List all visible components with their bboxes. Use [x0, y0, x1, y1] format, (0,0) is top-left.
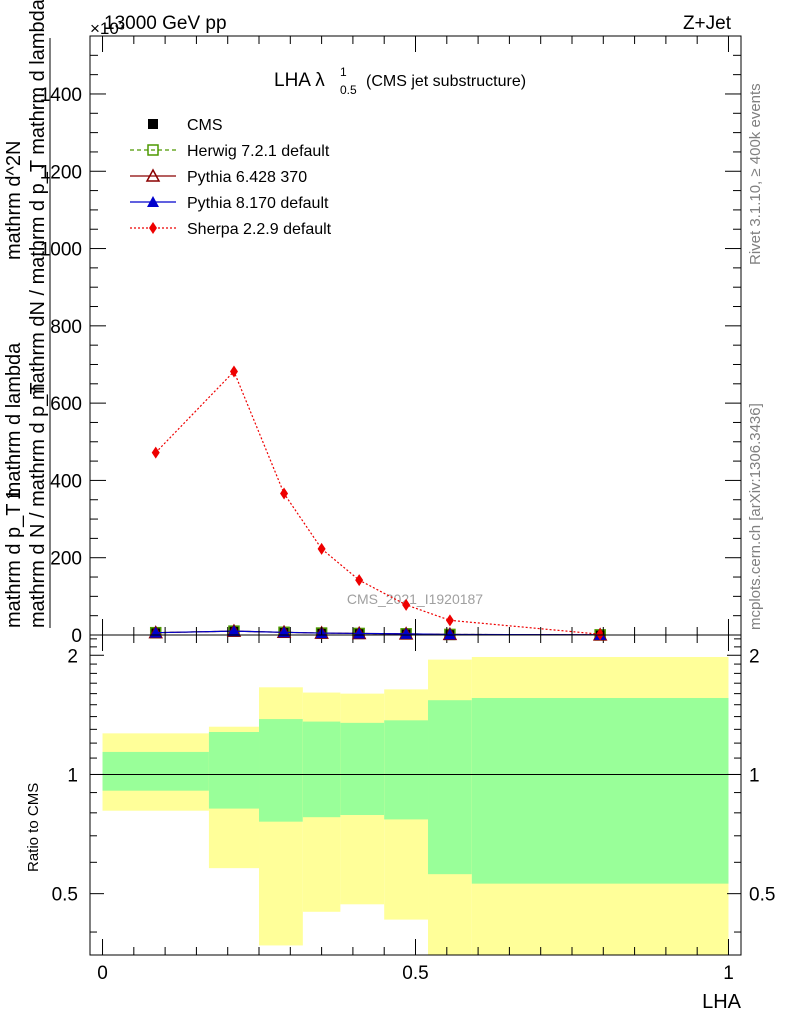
title-main: LHA λ	[274, 70, 325, 91]
ratio-ytick-label: 1	[67, 765, 78, 786]
ylabel-numerator: mathrm dN / mathrm d p_T mathrm d lambda	[27, 0, 49, 400]
ratio-ytick-label-right: 1	[749, 765, 760, 786]
main-ytick-label: 800	[50, 317, 82, 338]
ratio-inner-band	[102, 751, 209, 791]
series-line	[155, 370, 601, 635]
legend-entry: Pythia 6.428 370	[130, 168, 307, 186]
legend-label: Sherpa 2.2.9 default	[187, 221, 332, 238]
ylabel-numerator-top: mathrm d^2N	[3, 141, 25, 260]
chart-title: LHA λ 1 0.5 (CMS jet substructure)	[274, 65, 526, 97]
data-point	[229, 365, 238, 378]
legend-marker	[145, 168, 161, 182]
legend-marker	[148, 119, 158, 129]
data-point	[402, 598, 411, 611]
header-exponent: ×10³	[90, 19, 125, 38]
main-ytick-label: 600	[50, 394, 82, 415]
data-point	[280, 487, 289, 500]
side-mcplots: mcplots.cern.ch [arXiv:1306.3436]	[747, 403, 764, 630]
watermark: CMS_2021_I1920187	[347, 591, 483, 607]
series-layer	[148, 365, 608, 641]
legend-entry: Sherpa 2.2.9 default	[130, 221, 332, 238]
ratio-inner-band	[302, 721, 341, 818]
data-point	[445, 614, 454, 627]
series-3	[149, 625, 607, 640]
main-ylabel: 1 mathrm d^2N mathrm dN / mathrm d p_T m…	[3, 0, 51, 628]
xtick-label: 1	[723, 963, 734, 984]
main-ytick-label: 1400	[40, 85, 82, 106]
main-ytick-label: 0	[71, 626, 82, 647]
ratio-inner-band	[259, 719, 303, 822]
data-point	[317, 542, 326, 555]
ratio-inner-band	[428, 700, 472, 875]
series-line	[155, 630, 601, 636]
x-axis-label: LHA	[702, 991, 742, 1013]
ratio-ytick-label: 2	[67, 646, 78, 667]
main-ytick-label: 1000	[40, 240, 82, 261]
main-axes: 0 200 400 600 800 1000 1200 1400	[40, 35, 742, 647]
legend-label: Herwig 7.2.1 default	[187, 143, 330, 160]
data-point	[227, 625, 240, 637]
side-rivet: Rivet 3.1.10, ≥ 400k events	[747, 83, 764, 265]
header-energy: 13000 GeV pp	[104, 13, 227, 34]
ratio-ytick-label-right: 2	[749, 646, 760, 667]
ratio-ytick-label-right: 0.5	[749, 885, 775, 906]
ratio-inner-band	[208, 732, 260, 809]
legend: CMS Herwig 7.2.1 default Pythia 6.428 370 P…	[130, 117, 332, 238]
xtick-label: 0.5	[402, 963, 428, 984]
legend-label: Pythia 8.170 default	[187, 195, 329, 212]
main-ytick-label: 200	[50, 549, 82, 570]
data-point	[355, 574, 364, 587]
main-ytick-label: 400	[50, 471, 82, 492]
series-4	[151, 365, 605, 641]
data-point	[443, 628, 456, 640]
legend-label: CMS	[187, 117, 223, 134]
ylabel-denominator: mathrm d N / mathrm d p_T	[27, 382, 49, 628]
xtick-label: 0	[97, 963, 108, 984]
title-sup: 1	[340, 65, 347, 79]
data-point	[353, 627, 366, 639]
legend-entry: CMS	[148, 117, 223, 134]
ratio-inner-band	[471, 697, 729, 884]
legend-entry: Herwig 7.2.1 default	[130, 143, 330, 160]
title-note: (CMS jet substructure)	[366, 73, 526, 90]
ratio-inner-band	[340, 722, 385, 815]
data-point	[151, 446, 160, 459]
legend-entry: Pythia 8.170 default	[130, 195, 329, 212]
ratio-ylabel: Ratio to CMS	[25, 783, 42, 872]
series-2	[148, 623, 608, 641]
ylabel-one: 1	[3, 489, 25, 500]
legend-marker	[147, 144, 159, 156]
ratio-inner-band	[384, 720, 429, 820]
data-point	[400, 627, 413, 639]
legend-label: Pythia 6.428 370	[187, 169, 307, 186]
ylabel-mid: mathrm d p_T mathrm d lambda	[3, 342, 25, 628]
main-ytick-label: 1200	[40, 162, 82, 183]
ratio-ytick-label: 0.5	[52, 885, 78, 906]
data-point	[596, 628, 605, 641]
legend-marker	[147, 196, 159, 207]
header-process: Z+Jet	[683, 13, 732, 34]
legend-marker	[149, 222, 157, 234]
ratio-bands	[102, 656, 729, 955]
title-sub: 0.5	[340, 83, 357, 97]
